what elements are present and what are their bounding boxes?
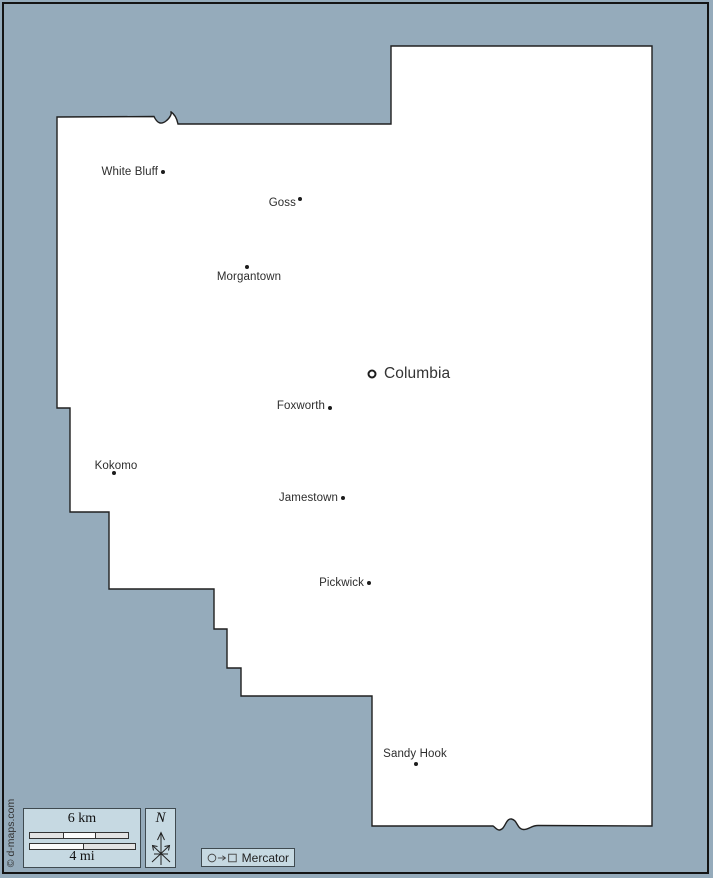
north-label: N bbox=[155, 810, 166, 826]
town-label-pickwick: Pickwick bbox=[319, 577, 364, 589]
town-dot bbox=[245, 265, 249, 269]
scale-segment bbox=[30, 833, 63, 838]
town-label-kokomo: Kokomo bbox=[94, 460, 138, 472]
scale-segment bbox=[30, 844, 83, 849]
scale-segment bbox=[95, 833, 128, 838]
town-label-sandy-hook: Sandy Hook bbox=[383, 748, 447, 760]
town-label-columbia: Columbia bbox=[384, 365, 451, 382]
town-dot bbox=[367, 581, 371, 585]
scale-bar: 6 km 4 mi bbox=[23, 808, 141, 868]
projection-legend: Mercator bbox=[201, 848, 295, 867]
town-label-morgantown: Morgantown bbox=[216, 271, 282, 283]
scale-km-label: 6 km bbox=[67, 811, 97, 826]
attribution-text: © d-maps.com bbox=[5, 798, 17, 868]
scale-bar-km bbox=[29, 832, 129, 839]
compass-rose-icon bbox=[151, 831, 170, 865]
scale-bar-mi bbox=[29, 843, 136, 850]
town-dot bbox=[298, 197, 302, 201]
scale-segment bbox=[82, 844, 135, 849]
town-label-white-bluff: White Bluff bbox=[101, 166, 158, 178]
town-dot bbox=[112, 471, 116, 475]
scale-segment bbox=[62, 833, 96, 838]
county-outline bbox=[56, 45, 653, 831]
town-label-jamestown: Jamestown bbox=[278, 492, 338, 504]
projection-label: Mercator bbox=[241, 850, 289, 865]
town-dot bbox=[161, 170, 165, 174]
town-dot bbox=[341, 496, 345, 500]
town-dot bbox=[414, 762, 418, 766]
town-dot bbox=[328, 406, 332, 410]
circle-to-square-icon bbox=[207, 853, 237, 862]
county-seat-marker bbox=[367, 369, 377, 379]
scale-mi-label: 4 mi bbox=[69, 849, 95, 864]
town-label-goss: Goss bbox=[268, 197, 296, 209]
north-indicator: N bbox=[145, 808, 176, 868]
town-label-foxworth: Foxworth bbox=[276, 400, 325, 412]
